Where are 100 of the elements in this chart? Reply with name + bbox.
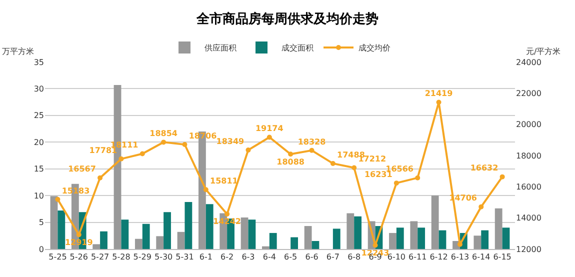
- x-tick-label: 6-7: [326, 252, 340, 262]
- x-tick-label: 6-15: [493, 252, 512, 262]
- bar: [502, 228, 510, 249]
- x-tick-label: 5-30: [154, 252, 173, 262]
- point: [161, 140, 166, 145]
- point: [457, 242, 462, 247]
- x-tick-label: 6-8: [348, 252, 361, 262]
- point: [500, 174, 505, 180]
- legend-label: 成交均价: [358, 44, 390, 53]
- data-label: 18706: [188, 131, 218, 140]
- data-label: 15811: [210, 176, 238, 186]
- bar: [494, 208, 502, 249]
- point: [372, 242, 378, 248]
- x-tick-label: 6-5: [284, 252, 298, 262]
- x-tick-label: 6-3: [242, 252, 255, 262]
- bar: [142, 224, 150, 249]
- point: [118, 156, 124, 162]
- y-tick-label: 20: [34, 138, 44, 147]
- data-label: 12919: [64, 238, 94, 247]
- x-tick-label: 6-4: [262, 252, 276, 262]
- point: [140, 151, 145, 156]
- bar: [156, 236, 164, 249]
- x-tick-label: 6-11: [408, 252, 427, 262]
- data-label: 19174: [255, 124, 284, 134]
- y2-axis-title: 元/平方米: [526, 47, 561, 56]
- x-tick-label: 6-1: [199, 252, 212, 262]
- chart-title: 全市商品房每周供求及均价走势: [196, 10, 378, 27]
- bar: [262, 246, 270, 249]
- point: [76, 232, 82, 238]
- bar: [248, 220, 256, 249]
- data-label: 21419: [424, 89, 454, 98]
- bar: [290, 237, 298, 249]
- bar: [474, 236, 482, 249]
- y-tick-label: 5: [38, 218, 44, 228]
- bar: [410, 221, 418, 249]
- point: [394, 180, 399, 186]
- y2-tick-label: 24000: [516, 58, 542, 67]
- data-label: 18088: [276, 157, 305, 166]
- bar: [269, 232, 277, 249]
- x-tick-label: 6-12: [430, 252, 448, 262]
- y2-tick-label: 22000: [516, 88, 542, 98]
- y-tick-label: 35: [34, 58, 44, 67]
- x-tick-label: 5-25: [48, 252, 67, 262]
- data-label: 16567: [68, 164, 96, 174]
- point: [203, 187, 208, 192]
- bar: [332, 228, 340, 249]
- bar: [481, 230, 489, 249]
- x-tick-label: 6-2: [220, 252, 234, 262]
- bar: [240, 217, 248, 249]
- y-tick-label: 0: [38, 244, 44, 254]
- data-label: 15183: [62, 186, 90, 196]
- point: [224, 212, 230, 217]
- y2-tick-label: 16000: [516, 182, 542, 192]
- bar: [396, 228, 404, 249]
- point: [182, 142, 188, 147]
- x-tick-label: 5-31: [176, 252, 194, 262]
- bar: [121, 220, 129, 249]
- data-label: 18854: [150, 129, 178, 138]
- x-tick-label: 5-27: [90, 252, 110, 262]
- x-tick-label: 5-26: [70, 252, 88, 262]
- bar: [134, 238, 142, 249]
- bar: [100, 231, 108, 249]
- bar: [206, 204, 214, 249]
- point: [288, 152, 294, 157]
- bar: [312, 240, 320, 249]
- y-tick-label: 25: [34, 111, 44, 120]
- y2-tick-label: 18000: [516, 151, 542, 160]
- y2-tick-label: 14000: [516, 214, 542, 223]
- y-tick-label: 15: [34, 164, 44, 174]
- y2-tick-label: 20000: [516, 120, 542, 130]
- x-tick-label: 5-28: [112, 252, 130, 262]
- legend-label: 供应面积: [204, 44, 236, 53]
- bar: [164, 212, 171, 249]
- x-tick-label: 5-29: [133, 252, 152, 262]
- point: [436, 100, 442, 105]
- x-tick-label: 6-10: [387, 252, 406, 262]
- y-axis-title: 万平方米: [2, 47, 34, 56]
- point: [330, 160, 336, 166]
- y-tick-label: 30: [34, 84, 44, 94]
- point: [309, 148, 314, 153]
- data-label: 14242: [213, 217, 241, 226]
- data-label: 18349: [216, 136, 245, 146]
- point: [266, 134, 272, 140]
- bar: [346, 213, 354, 249]
- y-tick-label: 10: [34, 191, 44, 200]
- point: [415, 175, 420, 180]
- bar: [184, 202, 192, 249]
- bar: [50, 196, 58, 249]
- point: [98, 175, 103, 180]
- bar: [431, 196, 439, 249]
- point: [246, 148, 251, 153]
- bar: [354, 216, 362, 249]
- bar: [438, 230, 446, 249]
- x-tick-label: 6-14: [472, 252, 490, 262]
- x-tick-label: 6-13: [450, 252, 470, 262]
- bar: [58, 210, 66, 249]
- bar: [92, 244, 100, 249]
- data-label: 16632: [470, 164, 498, 173]
- y2-tick-label: 12000: [516, 244, 542, 254]
- bar: [418, 228, 426, 249]
